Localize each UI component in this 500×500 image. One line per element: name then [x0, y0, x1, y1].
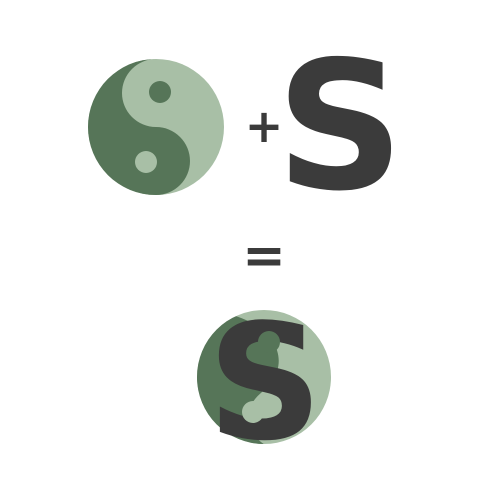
yin-yang-dark-dot [149, 81, 171, 103]
yin-yang-s-logo-icon: S [197, 289, 331, 476]
result-letter-s: S [207, 289, 322, 476]
yin-yang-icon [88, 59, 224, 195]
yin-yang-dark-half [88, 59, 190, 195]
plus-sign: + [245, 99, 284, 153]
result-light-dot [242, 401, 264, 423]
yin-yang-light-dot [135, 151, 157, 173]
equals-sign: = [242, 226, 286, 286]
result-dark-half [197, 310, 279, 444]
result-dark-dot [258, 331, 280, 353]
letter-s-icon: S [276, 23, 404, 230]
